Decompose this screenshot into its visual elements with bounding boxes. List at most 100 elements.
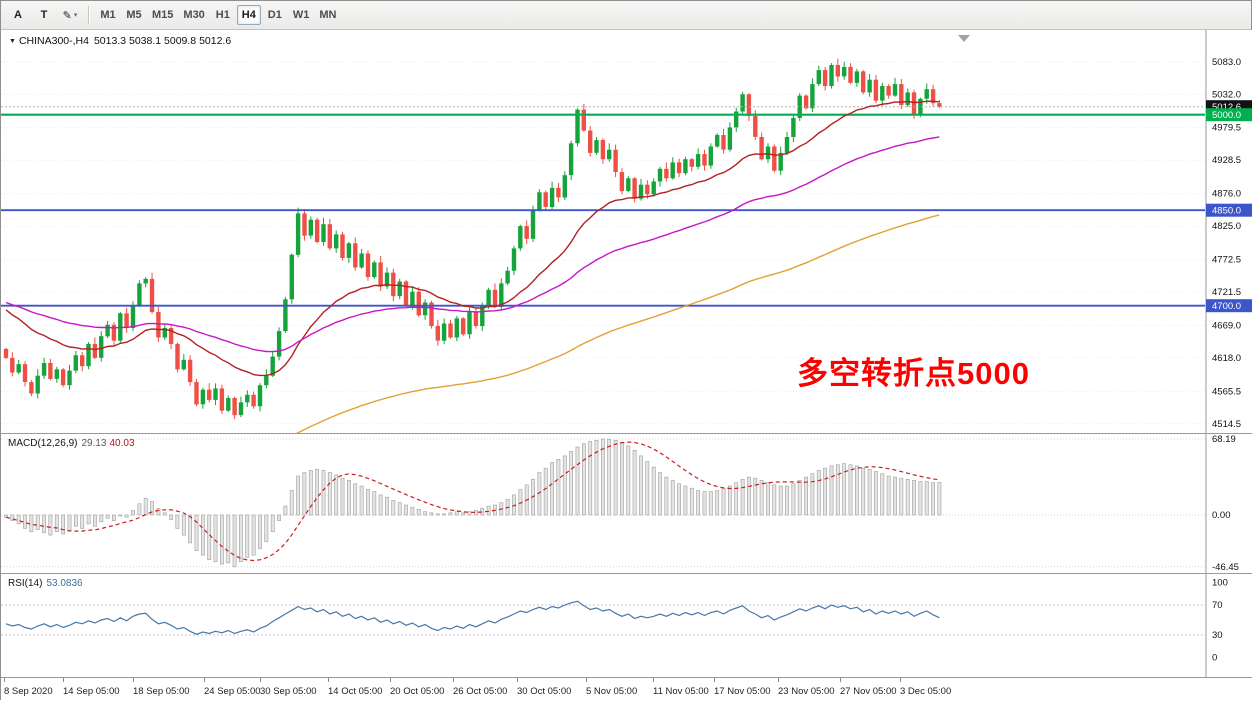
time-tick — [4, 678, 5, 682]
drawing-tool-button[interactable]: ✎ ▾ — [58, 5, 82, 25]
time-axis-label: 17 Nov 05:00 — [714, 686, 771, 697]
price-axis-label: 5032.0 — [1212, 89, 1241, 100]
price-axis-label: 5083.0 — [1212, 57, 1241, 68]
time-axis-label: 8 Sep 2020 — [4, 686, 53, 697]
time-tick — [63, 678, 64, 682]
annotation-text: 多空转折点5000 — [797, 356, 1030, 391]
time-axis-label: 20 Oct 05:00 — [390, 686, 445, 697]
price-badge-label: 5000.0 — [1212, 110, 1241, 121]
macd-label: MACD(12,26,9) 29.13 40.03 — [8, 438, 135, 449]
time-axis-label: 5 Nov 05:00 — [586, 686, 638, 697]
timeframe-button-mn[interactable]: MN — [319, 9, 337, 21]
price-axis-label: 4825.0 — [1212, 221, 1241, 232]
price-axis-label: 4772.5 — [1212, 255, 1241, 266]
main-chart-panel[interactable]: 5083.0 5032.0 4979.5 4928.5 4876.0 4825.0 4772… — [1, 30, 1252, 433]
tool-button-group: A T ✎ ▾ — [5, 5, 83, 25]
cursor-tool-button[interactable]: A — [6, 5, 30, 25]
time-axis-label: 3 Dec 05:00 — [900, 686, 952, 697]
time-tick — [517, 678, 518, 682]
dropdown-caret-icon: ▾ — [73, 12, 78, 19]
price-axis-label: 4514.5 — [1212, 419, 1241, 430]
price-badge — [1206, 108, 1252, 122]
price-axis-label: 4928.5 — [1212, 155, 1241, 166]
chart-shift-marker[interactable] — [958, 35, 970, 42]
price-badge — [1206, 299, 1252, 313]
macd-histogram — [4, 438, 942, 568]
macd-signal-line — [5, 441, 940, 562]
time-axis-label: 30 Oct 05:00 — [517, 686, 572, 697]
macd-signal-value: 40.03 — [109, 438, 135, 449]
timeframe-button-h1[interactable]: H1 — [215, 9, 230, 21]
time-tick — [714, 678, 715, 682]
ma-line-slow-orange — [296, 214, 940, 433]
time-tick — [653, 678, 654, 682]
main-chart-canvas[interactable]: 5083.0 5032.0 4979.5 4928.5 4876.0 4825.0 4772… — [1, 30, 1252, 433]
time-axis-label: 23 Nov 05:00 — [778, 686, 835, 697]
chart-title-symbol: CHINA300-,H4 — [18, 35, 89, 47]
rsi-name: RSI(14) — [8, 578, 43, 589]
rsi-line — [5, 600, 940, 635]
time-tick — [390, 678, 391, 682]
timeframe-button-group: M1 M5 M15 M30 H1 H4 D1 W1 MN — [95, 5, 341, 25]
time-tick — [133, 678, 134, 682]
timeframe-button-m5[interactable]: M5 — [126, 9, 142, 21]
candlestick-layer[interactable] — [1, 58, 1206, 433]
price-badge-label: 4700.0 — [1212, 301, 1241, 312]
timeframe-button-d1[interactable]: D1 — [267, 9, 282, 21]
collapse-triangle-icon[interactable]: ▼ — [9, 38, 16, 45]
macd-name: MACD(12,26,9) — [8, 438, 78, 449]
time-axis-label: 27 Nov 05:00 — [840, 686, 897, 697]
macd-axis-label: -46.45 — [1212, 562, 1239, 573]
time-tick — [260, 678, 261, 682]
time-axis-label: 30 Sep 05:00 — [260, 686, 317, 697]
rsi-axis-label: 0 — [1212, 653, 1217, 664]
price-axis-label: 4618.0 — [1212, 353, 1241, 364]
timeframe-button-m1[interactable]: M1 — [100, 9, 116, 21]
time-tick — [900, 678, 901, 682]
ma-line-fast-red — [5, 100, 940, 377]
macd-axis-label: 68.19 — [1212, 434, 1236, 445]
macd-indicator-panel[interactable]: 68.19 0.00 -46.45 MACD(12,26,9) 29.13 40.03 — [1, 433, 1252, 573]
timeframe-button-h4[interactable]: H4 — [236, 5, 261, 25]
time-axis-label: 26 Oct 05:00 — [453, 686, 508, 697]
time-tick — [840, 678, 841, 682]
timeframe-button-w1[interactable]: W1 — [292, 9, 310, 21]
cursor-icon: A — [14, 9, 22, 21]
rsi-axis-label: 70 — [1212, 600, 1223, 611]
chart-title: ▼ CHINA300-,H4 5013.3 5038.1 5009.8 5012.6 — [9, 35, 231, 47]
time-tick — [586, 678, 587, 682]
time-tick — [778, 678, 779, 682]
price-axis-label: 4979.5 — [1212, 123, 1241, 134]
price-axis-label: 4669.0 — [1212, 320, 1241, 331]
macd-axis-label: 0.00 — [1212, 510, 1231, 521]
macd-canvas[interactable]: 68.19 0.00 -46.45 — [1, 434, 1252, 573]
price-axis-label: 4876.0 — [1212, 189, 1241, 200]
time-axis-label: 14 Oct 05:00 — [328, 686, 383, 697]
time-axis-label: 11 Nov 05:00 — [653, 686, 709, 697]
time-axis-label: 24 Sep 05:00 — [204, 686, 261, 697]
time-axis-label: 14 Sep 05:00 — [63, 686, 120, 697]
time-tick — [328, 678, 329, 682]
text-icon: T — [40, 9, 48, 21]
rsi-axis-label: 100 — [1212, 578, 1228, 589]
time-axis-label: 18 Sep 05:00 — [133, 686, 190, 697]
price-badge-label: 4850.0 — [1212, 206, 1241, 217]
ma-line-mid-magenta — [5, 136, 940, 353]
toolbar: A T ✎ ▾ M1 M5 M15 M30 H1 H4 D1 W1 MN — [1, 1, 1251, 30]
timeframe-button-m30[interactable]: M30 — [183, 9, 205, 21]
price-badge — [1206, 203, 1252, 217]
time-axis[interactable]: 8 Sep 2020 14 Sep 05:00 18 Sep 05:00 24 Sep… — [1, 677, 1252, 701]
rsi-axis-label: 30 — [1212, 630, 1223, 641]
timeframe-button-m15[interactable]: M15 — [152, 9, 174, 21]
time-tick — [453, 678, 454, 682]
time-tick — [204, 678, 205, 682]
price-badge-label: 5012.6 — [1212, 102, 1241, 113]
rsi-indicator-panel[interactable]: 100 70 30 0 RSI(14) 53.0836 — [1, 573, 1252, 677]
price-axis-label: 4565.5 — [1212, 386, 1241, 397]
text-tool-button[interactable]: T — [32, 5, 56, 25]
macd-main-value: 29.13 — [81, 438, 107, 449]
drawing-icon: ✎ — [62, 9, 72, 22]
rsi-canvas[interactable]: 100 70 30 0 — [1, 574, 1252, 677]
rsi-label: RSI(14) 53.0836 — [8, 578, 83, 589]
